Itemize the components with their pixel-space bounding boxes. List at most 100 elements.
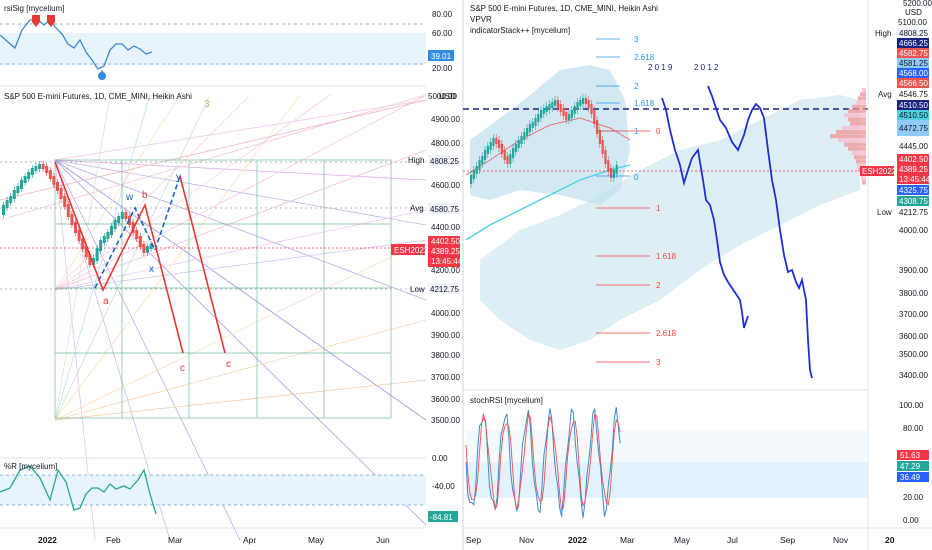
right-candle bbox=[548, 104, 551, 110]
right-candle bbox=[517, 140, 520, 148]
price-axis-label: 3700.00 bbox=[899, 310, 928, 319]
price-tag-value: 4568.00 bbox=[899, 69, 928, 78]
price-axis-label: 3800.00 bbox=[899, 289, 928, 298]
right-candle bbox=[579, 100, 582, 106]
projection-2012 bbox=[707, 85, 813, 379]
gann-fan-lines bbox=[0, 94, 427, 541]
vpvr-bar bbox=[856, 159, 866, 164]
low-tag bbox=[428, 283, 458, 294]
right-candle bbox=[554, 100, 557, 106]
fib-level-label: 1.618 bbox=[634, 99, 655, 108]
right-candle bbox=[495, 138, 498, 144]
bollinger-band bbox=[470, 65, 630, 205]
wr-value-tag bbox=[428, 511, 458, 522]
right-candle bbox=[584, 98, 587, 104]
right-candle bbox=[506, 156, 509, 164]
time-axis-label: Sep bbox=[466, 535, 481, 545]
low-value: 4212.75 bbox=[430, 285, 459, 294]
rsi-value-tag bbox=[428, 50, 454, 61]
currency-label: USD bbox=[439, 92, 456, 101]
right-candle bbox=[556, 100, 559, 108]
left-candle bbox=[38, 164, 41, 169]
right-candle bbox=[537, 114, 540, 122]
avg-label: Avg bbox=[410, 204, 424, 213]
time-axis-label: Feb bbox=[106, 535, 121, 545]
right-candle bbox=[481, 156, 484, 164]
right-candle bbox=[486, 146, 489, 154]
price-axis-label: 5000.00 bbox=[428, 92, 457, 101]
high-tag bbox=[897, 28, 929, 38]
right-candle bbox=[542, 108, 545, 114]
right-candle bbox=[489, 142, 492, 150]
vpvr-bar bbox=[830, 134, 866, 139]
right-candle bbox=[523, 132, 526, 140]
left-candle bbox=[63, 196, 67, 207]
left-candle bbox=[142, 244, 146, 253]
symbol-label: ESH2022 bbox=[862, 167, 897, 176]
fib-level-label: 2.618 bbox=[656, 329, 677, 338]
vpvr-bar bbox=[852, 151, 866, 155]
indicator-vpvr[interactable]: VPVR bbox=[470, 15, 492, 24]
left-candle bbox=[34, 166, 38, 171]
left-candle bbox=[95, 248, 99, 261]
right-candle bbox=[545, 106, 548, 112]
price-tag-value: 4325.75 bbox=[899, 186, 928, 195]
indicator-stack[interactable]: indicatorStack++ [mycelium] bbox=[470, 26, 570, 35]
price-axis-label: 4400.00 bbox=[431, 223, 460, 232]
price-tag bbox=[897, 164, 929, 184]
avg-tag bbox=[428, 203, 458, 214]
price-axis-label: 3600.00 bbox=[431, 395, 460, 404]
high-value: 4808.25 bbox=[430, 157, 459, 166]
time-axis-label: May bbox=[674, 535, 691, 545]
left-candle bbox=[138, 236, 142, 247]
pattern-label-x: x bbox=[149, 264, 154, 275]
pattern-red-leg bbox=[54, 161, 184, 354]
fib-level-label: 1 bbox=[634, 127, 639, 136]
price-tag bbox=[897, 78, 929, 88]
right-candle bbox=[562, 108, 565, 116]
countdown: 13:45:44 bbox=[899, 175, 931, 184]
time-axis-label: 20 bbox=[885, 535, 895, 545]
vpvr-bar bbox=[850, 121, 866, 126]
price-axis-label: 3500.00 bbox=[899, 350, 928, 359]
left-candle bbox=[146, 246, 149, 253]
price-tag-value: 4402.50 bbox=[899, 155, 928, 164]
right-candle bbox=[601, 140, 604, 154]
time-axis-label: Nov bbox=[833, 535, 849, 545]
left-candle bbox=[135, 230, 139, 239]
price-tag-value: 4510.50 bbox=[899, 111, 928, 120]
left-candle bbox=[66, 204, 70, 217]
projection-2019 bbox=[661, 97, 749, 329]
low-value: 4212.75 bbox=[899, 208, 928, 217]
price-tag-value: 4308.75 bbox=[899, 197, 928, 206]
fib-projection-up bbox=[596, 38, 650, 177]
rsi-line bbox=[0, 18, 153, 70]
vpvr-bar bbox=[861, 176, 866, 181]
right-candle bbox=[512, 148, 515, 158]
stoch-title: stochRSI [mycelium] bbox=[470, 396, 543, 405]
fib-level-label: 1 bbox=[656, 204, 661, 213]
low-label: Low bbox=[877, 208, 892, 217]
price-axis-label: 3900.00 bbox=[899, 266, 928, 275]
left-candle bbox=[9, 196, 13, 203]
right-candle bbox=[509, 154, 512, 164]
wr-value: -84.81 bbox=[430, 513, 453, 522]
right-candle bbox=[565, 112, 568, 120]
fib-level-label: 0 bbox=[656, 127, 661, 136]
pattern-label-a: a bbox=[103, 296, 109, 307]
fib-level-label: 2 bbox=[656, 281, 661, 290]
right-candle bbox=[520, 136, 523, 144]
right-candle bbox=[551, 102, 554, 108]
price-tag bbox=[897, 154, 929, 164]
right-candle bbox=[559, 104, 562, 112]
vpvr-bar bbox=[856, 100, 866, 105]
price-tag bbox=[897, 196, 929, 206]
right-candle bbox=[514, 144, 517, 152]
price-tag-value: 4472.75 bbox=[899, 124, 928, 133]
pattern-label-w: w bbox=[125, 192, 134, 203]
pattern-label-y: y bbox=[176, 172, 181, 183]
stoch-axis-label: 20.00 bbox=[903, 493, 924, 502]
right-candle bbox=[531, 122, 534, 128]
rsi-axis-label: 20.00 bbox=[432, 64, 453, 73]
